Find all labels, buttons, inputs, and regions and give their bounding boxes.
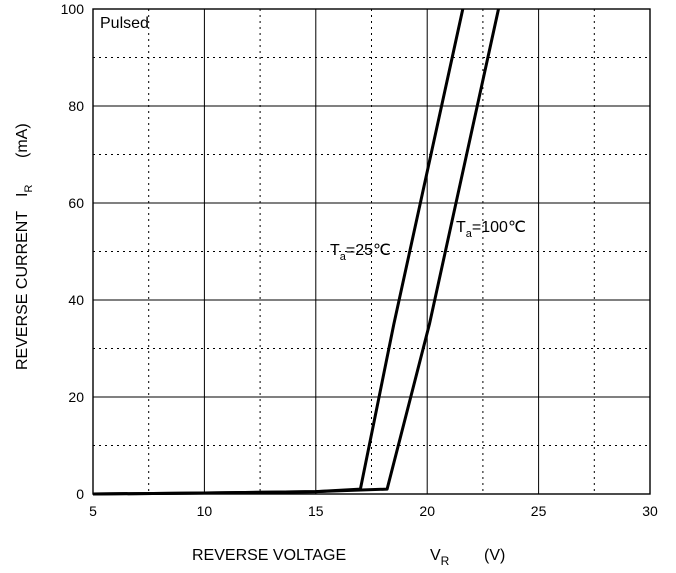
series-label-100c: Ta=100℃ xyxy=(456,219,526,240)
y-tick-label: 80 xyxy=(68,98,84,114)
y-tick-label: 60 xyxy=(68,195,84,211)
y-tick-label: 100 xyxy=(61,1,85,17)
y-axis-title: REVERSE CURRENT IR (mA) xyxy=(14,123,35,370)
x-axis-unit: (V) xyxy=(484,547,505,564)
x-tick-label: 10 xyxy=(197,503,213,519)
tick-labels: 5 10 15 20 25 30 0 20 40 60 80 100 xyxy=(61,1,658,519)
y-axis-label: REVERSE CURRENT xyxy=(14,211,31,370)
x-tick-label: 15 xyxy=(308,503,324,519)
pulsed-annotation: Pulsed xyxy=(100,15,149,32)
series-label-25c: Ta=25℃ xyxy=(330,242,391,263)
y-tick-label: 40 xyxy=(68,292,84,308)
x-tick-label: 30 xyxy=(642,503,658,519)
x-tick-label: 5 xyxy=(89,503,97,519)
x-axis-symbol: VR xyxy=(430,547,450,568)
y-tick-label: 20 xyxy=(68,389,84,405)
series-line-100c xyxy=(92,8,500,496)
plot-frame xyxy=(92,8,651,495)
x-tick-label: 25 xyxy=(531,503,547,519)
y-tick-label: 0 xyxy=(76,486,84,502)
grid xyxy=(93,9,650,494)
x-axis-label: REVERSE VOLTAGE xyxy=(192,547,346,564)
y-axis-unit: (mA) xyxy=(14,123,31,158)
y-axis-symbol: IR xyxy=(14,185,35,197)
series-layer xyxy=(92,8,500,496)
x-tick-label: 20 xyxy=(419,503,435,519)
